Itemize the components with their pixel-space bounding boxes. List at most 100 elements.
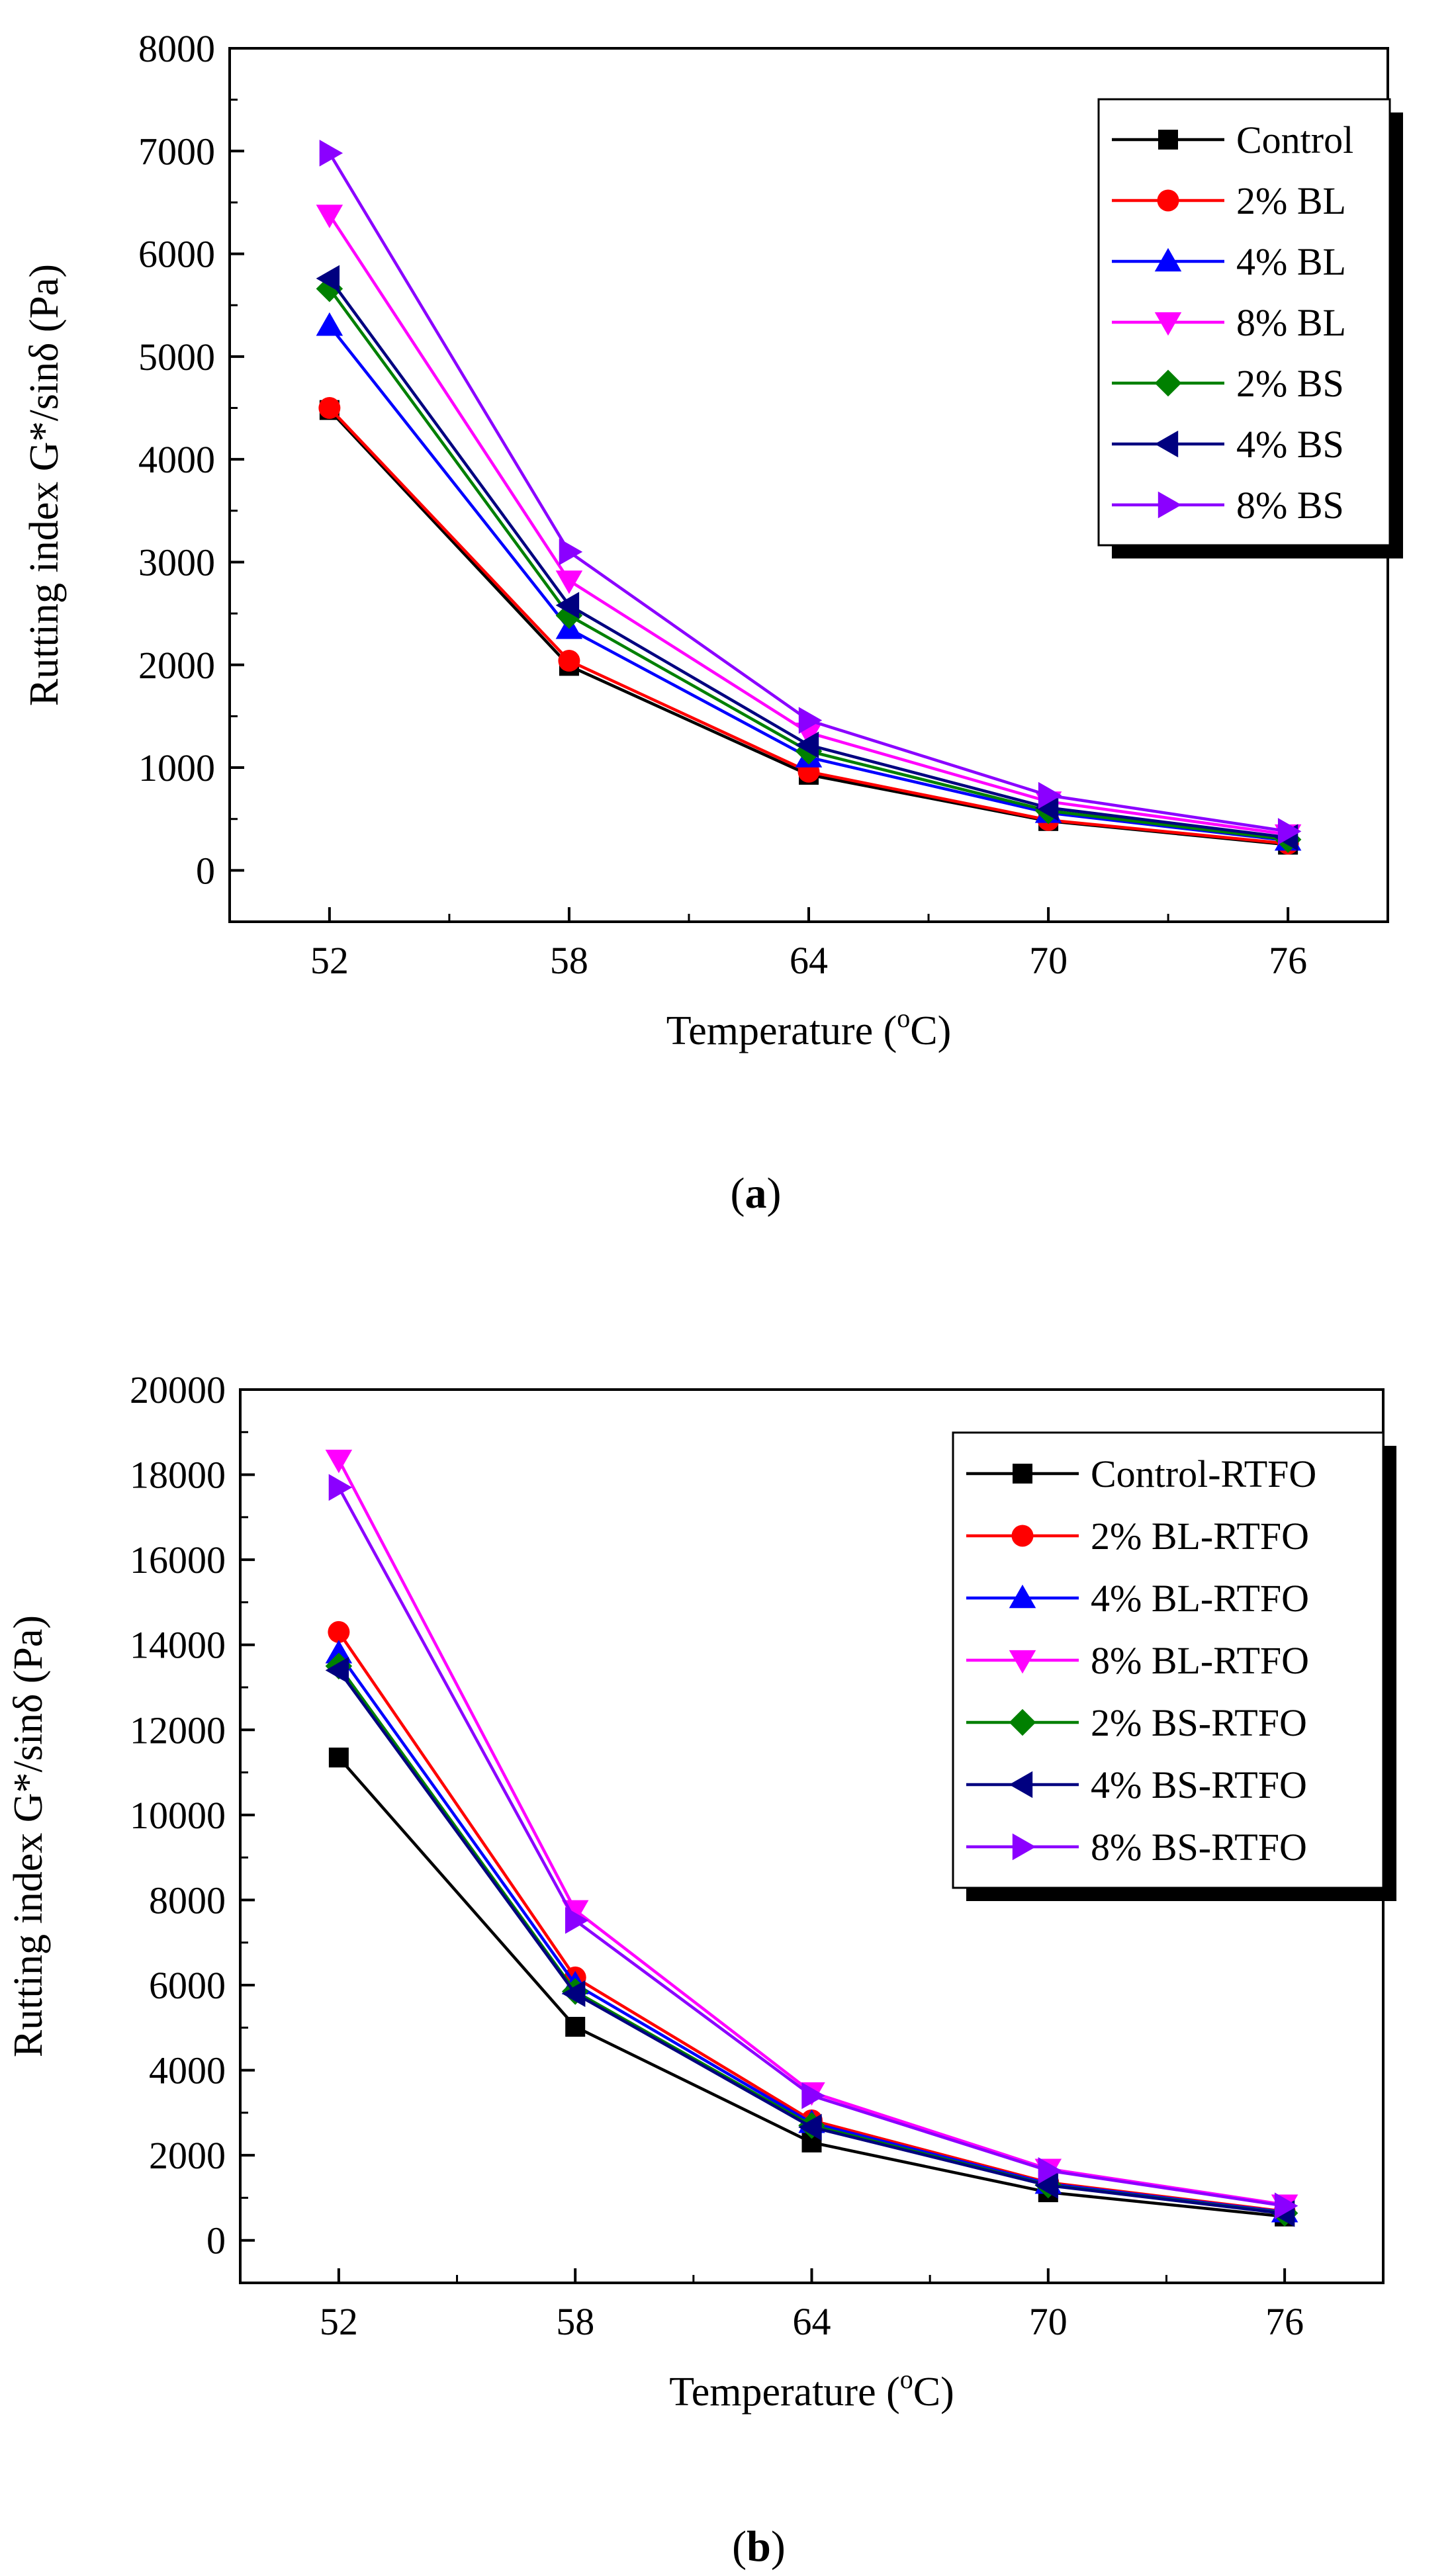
series-group	[316, 140, 1302, 855]
y-tick-label: 3000	[138, 541, 215, 584]
legend-marker	[1009, 1650, 1036, 1674]
x-axis-label-superscript: o	[900, 2364, 913, 2394]
data-point	[316, 312, 343, 336]
legend-marker	[1154, 312, 1182, 336]
caption-close: )	[771, 2522, 786, 2571]
data-point	[555, 570, 583, 594]
data-point	[801, 2082, 825, 2110]
legend-label: 4% BS-RTFO	[1091, 1763, 1307, 1806]
x-axis: 52 58 64 70 76	[320, 2268, 1304, 2343]
data-point	[555, 592, 580, 619]
data-point	[558, 650, 580, 672]
data-point	[565, 2017, 586, 2037]
data-point	[795, 731, 819, 759]
y-axis: 0 1000 2000 3000 4000 5000 6000 7000 8000	[138, 27, 244, 923]
legend-marker	[1009, 1584, 1036, 1609]
y-axis-label: Rutting index G*/sinδ (Pa)	[6, 1615, 51, 2057]
data-point	[328, 1748, 349, 1768]
y-axis: 0 2000 4000 6000 8000 10000 12000 14000 16000 180…	[130, 1368, 255, 2284]
y-tick-label: 2000	[149, 2134, 226, 2177]
legend-marker	[1009, 1771, 1033, 1799]
data-point	[561, 1980, 586, 2008]
data-point	[565, 1907, 589, 1934]
y-tick-label: 10000	[130, 1794, 226, 1837]
data-point	[328, 1621, 350, 1643]
data-point	[316, 204, 343, 228]
data-point	[1034, 794, 1059, 821]
y-tick-label: 5000	[138, 335, 215, 378]
y-axis-label: Rutting index G*/sinδ (Pa)	[22, 264, 67, 706]
y-tick-label: 20000	[130, 1368, 226, 1411]
y-tick-label: 2000	[138, 644, 215, 687]
y-tick-label: 8000	[149, 1879, 226, 1922]
x-tick-label: 52	[310, 939, 349, 982]
caption-open: (	[731, 1169, 745, 1218]
caption-close: )	[767, 1169, 782, 1218]
legend-marker	[1011, 1525, 1034, 1547]
x-tick-label: 64	[793, 2300, 831, 2343]
x-axis-label-text: Temperature (	[666, 1008, 897, 1053]
x-tick-label: 76	[1265, 2300, 1304, 2343]
series-group	[325, 1449, 1298, 2227]
y-tick-label: 18000	[130, 1454, 226, 1497]
data-point	[325, 1640, 353, 1664]
legend-marker	[1158, 130, 1178, 150]
y-tick-label: 6000	[149, 1964, 226, 2007]
legend-marker	[1158, 491, 1182, 519]
x-axis-label-unit: C)	[910, 1008, 951, 1053]
legend-marker	[1009, 1709, 1036, 1736]
caption-open: (	[732, 2522, 747, 2571]
series-6	[319, 140, 1302, 845]
legend-label: 8% BS-RTFO	[1091, 1826, 1307, 1869]
legend-label: 2% BL-RTFO	[1091, 1515, 1309, 1558]
figure-caption: (a)	[731, 1169, 782, 1218]
y-tick-label: 4000	[149, 2049, 226, 2092]
x-tick-label: 76	[1269, 939, 1307, 982]
data-point	[798, 2113, 822, 2141]
data-point	[559, 538, 583, 566]
data-point	[316, 265, 340, 292]
legend-label: 2% BL	[1236, 179, 1346, 222]
legend-marker	[1154, 369, 1182, 397]
x-tick-label: 64	[790, 939, 828, 982]
y-tick-label: 6000	[138, 233, 215, 276]
legend-marker	[1012, 1833, 1036, 1861]
data-point	[319, 140, 343, 167]
x-tick-label: 70	[1029, 2300, 1068, 2343]
x-tick-label: 52	[320, 2300, 358, 2343]
data-point	[798, 707, 823, 734]
legend-label: 2% BS-RTFO	[1091, 1701, 1307, 1744]
x-tick-label: 70	[1029, 939, 1068, 982]
series-5	[325, 1657, 1295, 2227]
x-axis: 52 58 64 70 76	[310, 907, 1307, 982]
caption-letter: b	[747, 2522, 771, 2571]
legend-label: 4% BL	[1236, 240, 1346, 283]
legend-label: 4% BL-RTFO	[1091, 1577, 1309, 1620]
legend-marker	[1157, 189, 1179, 212]
y-tick-label: 16000	[130, 1538, 226, 1581]
figure-caption: (b)	[732, 2522, 786, 2571]
chart-b: 0 2000 4000 6000 8000 10000 12000 14000 16000 180…	[6, 1368, 1396, 2571]
legend-marker	[1154, 247, 1182, 272]
legend-label: 8% BL	[1236, 301, 1346, 344]
data-point	[328, 1474, 353, 1501]
legend-label: 2% BS	[1236, 362, 1344, 405]
legend-marker	[1013, 1464, 1032, 1484]
data-point	[1038, 2157, 1062, 2184]
legend-label: Control-RTFO	[1091, 1452, 1316, 1495]
legend-marker	[1154, 430, 1179, 458]
x-tick-label: 58	[550, 939, 588, 982]
y-tick-label: 0	[206, 2219, 226, 2262]
y-tick-label: 7000	[138, 130, 215, 173]
legend-label: 8% BS	[1236, 484, 1344, 527]
y-tick-label: 12000	[130, 1709, 226, 1752]
x-tick-label: 58	[556, 2300, 594, 2343]
series-6	[328, 1474, 1298, 2219]
caption-letter: a	[745, 1169, 767, 1218]
data-point	[325, 1449, 353, 1474]
y-tick-label: 14000	[130, 1624, 226, 1667]
chart-a: 0 1000 2000 3000 4000 5000 6000 7000 8000 52 58 64 7…	[22, 27, 1403, 1218]
x-axis-label-superscript: o	[897, 1003, 910, 1033]
legend-label: 8% BL-RTFO	[1091, 1639, 1309, 1682]
